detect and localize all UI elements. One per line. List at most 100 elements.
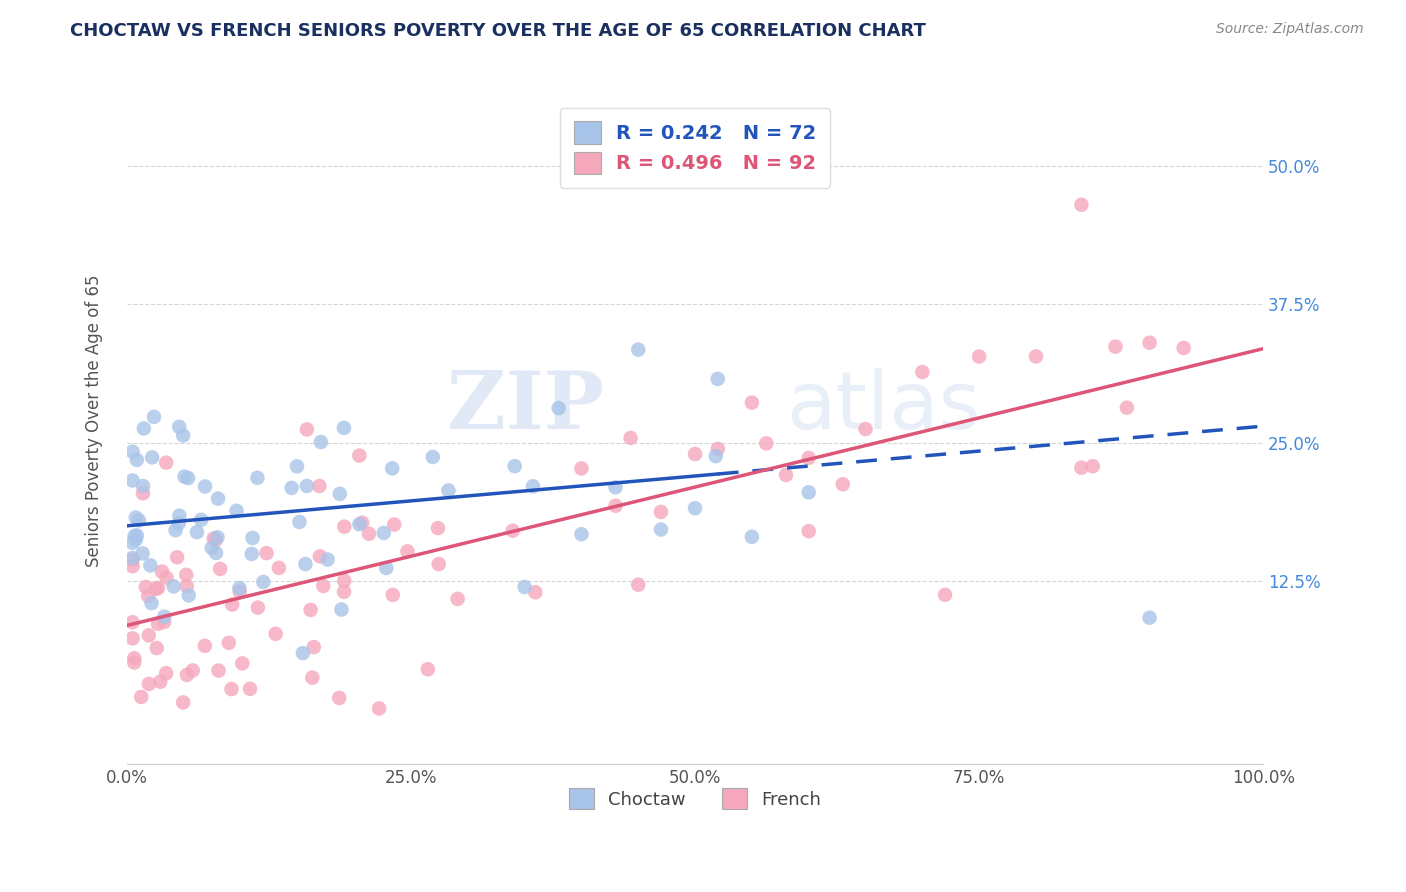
Point [155, 666, 177, 681]
Point [683, 501, 706, 516]
Point [1025, 350, 1047, 364]
Point [967, 350, 990, 364]
Point [153, 609, 176, 624]
Point [302, 640, 325, 654]
Point [173, 469, 195, 483]
Point [1104, 340, 1126, 354]
Point [301, 671, 323, 685]
Point [503, 459, 526, 474]
Point [135, 580, 157, 594]
Point [524, 585, 547, 599]
Point [333, 574, 356, 588]
Point [163, 579, 186, 593]
Point [228, 581, 250, 595]
Point [427, 557, 450, 571]
Point [707, 442, 730, 456]
Point [299, 603, 322, 617]
Point [352, 516, 374, 530]
Point [328, 690, 350, 705]
Y-axis label: Seniors Poverty Over the Age of 65: Seniors Poverty Over the Age of 65 [86, 275, 103, 567]
Point [357, 526, 380, 541]
Point [264, 627, 287, 641]
Point [416, 662, 439, 676]
Point [155, 456, 177, 470]
Point [285, 459, 308, 474]
Point [145, 582, 167, 596]
Point [1070, 460, 1092, 475]
Point [707, 372, 730, 386]
Point [132, 479, 155, 493]
Point [316, 552, 339, 566]
Point [333, 519, 356, 533]
Point [205, 546, 228, 560]
Point [934, 588, 956, 602]
Point [911, 365, 934, 379]
Point [280, 481, 302, 495]
Point [741, 530, 763, 544]
Point [136, 589, 159, 603]
Point [308, 479, 330, 493]
Point [349, 517, 371, 532]
Point [125, 453, 148, 467]
Point [177, 471, 200, 485]
Point [256, 546, 278, 560]
Text: ZIP: ZIP [447, 368, 605, 446]
Point [513, 580, 536, 594]
Point [1139, 335, 1161, 350]
Point [167, 420, 190, 434]
Point [295, 422, 318, 436]
Point [172, 428, 194, 442]
Point [571, 461, 593, 475]
Point [138, 628, 160, 642]
Point [650, 523, 672, 537]
Point [231, 657, 253, 671]
Point [1070, 198, 1092, 212]
Point [333, 584, 356, 599]
Point [121, 632, 143, 646]
Point [209, 562, 232, 576]
Point [225, 504, 247, 518]
Point [312, 579, 335, 593]
Point [207, 491, 229, 506]
Point [246, 471, 269, 485]
Point [330, 602, 353, 616]
Point [122, 651, 145, 665]
Point [218, 636, 240, 650]
Point [605, 499, 627, 513]
Point [153, 615, 176, 629]
Point [207, 530, 229, 544]
Point [291, 646, 314, 660]
Point [240, 547, 263, 561]
Point [683, 447, 706, 461]
Point [373, 525, 395, 540]
Legend: Choctaw, French: Choctaw, French [554, 773, 837, 823]
Point [177, 589, 200, 603]
Point [704, 449, 727, 463]
Point [124, 529, 146, 543]
Point [741, 395, 763, 409]
Point [333, 421, 356, 435]
Point [650, 505, 672, 519]
Point [382, 517, 405, 532]
Point [132, 421, 155, 435]
Point [125, 533, 148, 547]
Point [207, 664, 229, 678]
Point [797, 485, 820, 500]
Point [176, 668, 198, 682]
Point [295, 479, 318, 493]
Point [239, 681, 262, 696]
Point [165, 523, 187, 537]
Point [128, 513, 150, 527]
Text: atlas: atlas [786, 368, 980, 446]
Point [426, 521, 449, 535]
Point [139, 558, 162, 573]
Point [155, 571, 177, 585]
Point [149, 674, 172, 689]
Point [166, 550, 188, 565]
Point [329, 487, 352, 501]
Point [547, 401, 569, 416]
Point [775, 467, 797, 482]
Point [204, 533, 226, 547]
Point [267, 561, 290, 575]
Point [146, 641, 169, 656]
